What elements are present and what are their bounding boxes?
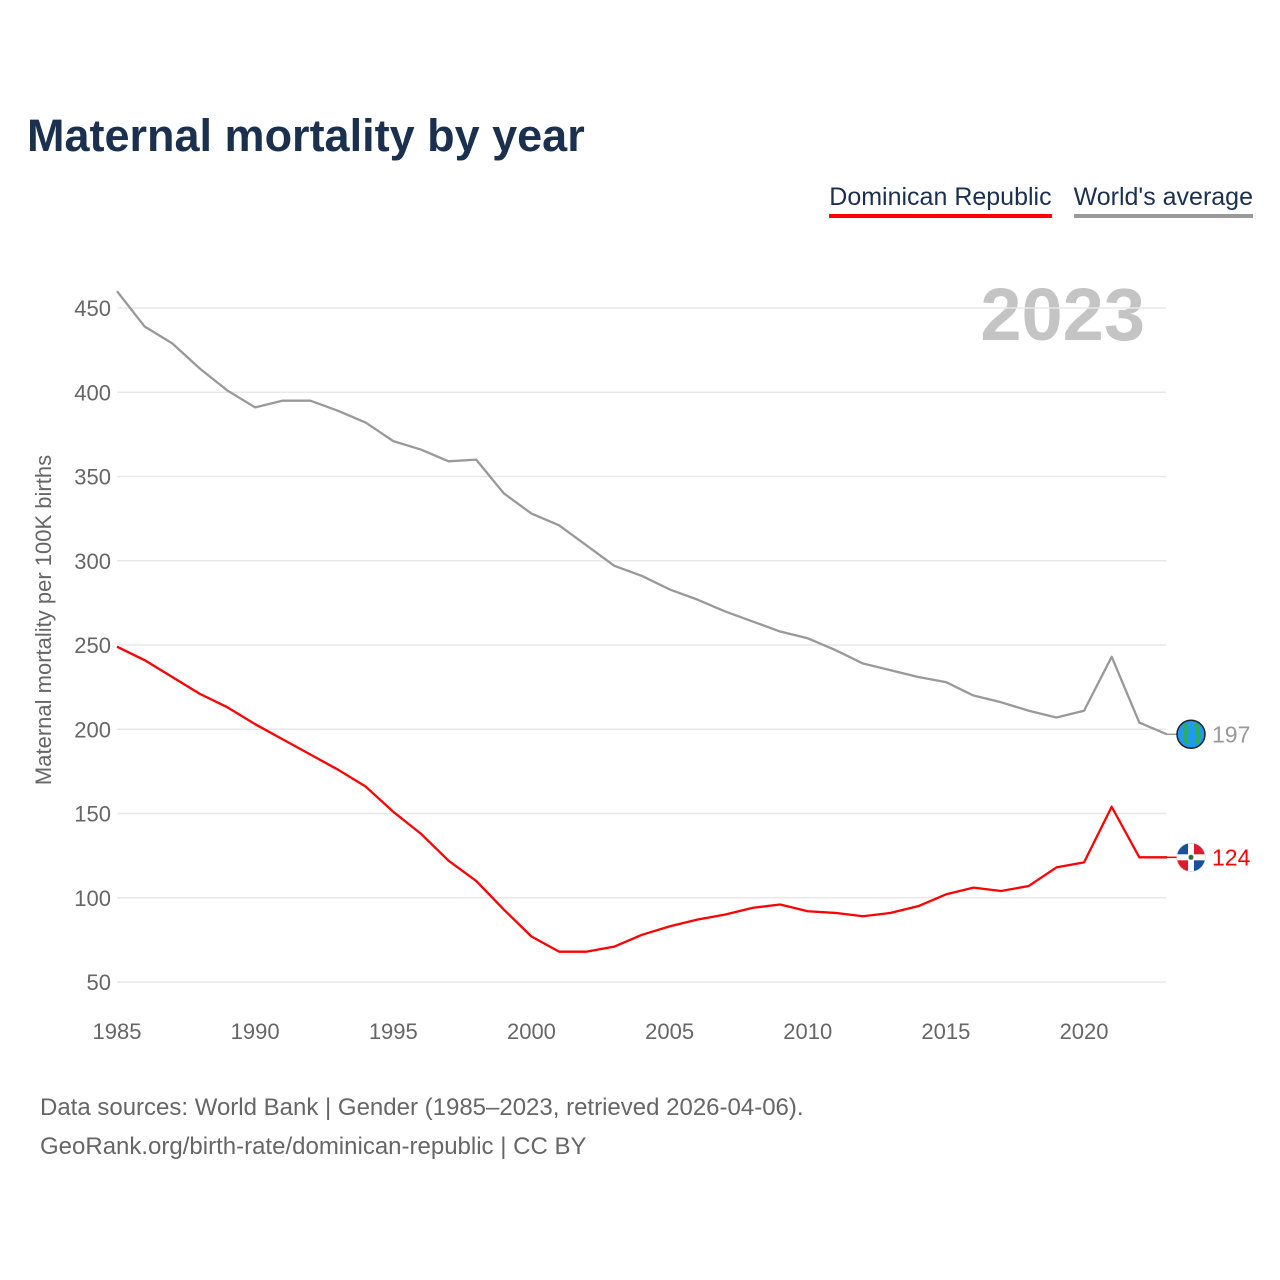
- y-tick-label: 300: [74, 549, 111, 574]
- series-line-dominican-republic: [116, 645, 1167, 953]
- globe-icon: [1176, 719, 1206, 750]
- y-tick-label: 150: [74, 802, 111, 827]
- flag-emblem: [1188, 854, 1194, 860]
- flag-quadrant: [1177, 843, 1191, 858]
- y-tick-label: 450: [74, 296, 111, 321]
- legend: Dominican Republic World's average: [829, 183, 1253, 218]
- chart-title: Maternal mortality by year: [27, 110, 585, 161]
- y-tick-label: 200: [74, 717, 111, 742]
- source-link[interactable]: GeoRank.org/birth-rate/dominican-republi…: [40, 1133, 587, 1160]
- year-watermark: 2023: [980, 273, 1145, 356]
- x-tick-label: 2020: [1060, 1019, 1109, 1044]
- flag-quadrant: [1191, 857, 1205, 872]
- x-tick-label: 1995: [369, 1019, 418, 1044]
- globe-icon-land: [1182, 721, 1201, 745]
- legend-item-world-average[interactable]: World's average: [1073, 183, 1253, 218]
- flag-quadrant: [1177, 857, 1191, 872]
- flag-quadrant: [1191, 843, 1205, 858]
- y-tick-label: 50: [87, 970, 111, 995]
- x-tick-label: 2010: [783, 1019, 832, 1044]
- x-tick-label: 2005: [645, 1019, 694, 1044]
- y-tick-label: 350: [74, 465, 111, 490]
- series-line-world-s-average: [116, 290, 1168, 736]
- x-tick-label: 2015: [921, 1019, 970, 1044]
- legend-item-dominican-republic[interactable]: Dominican Republic: [829, 183, 1052, 218]
- y-tick-label: 100: [74, 886, 111, 911]
- x-tick-label: 1990: [231, 1019, 280, 1044]
- y-axis-label: Maternal mortality per 100K births: [31, 455, 56, 785]
- end-value-label: 197: [1212, 721, 1250, 747]
- end-value-label: 124: [1212, 844, 1251, 870]
- source-line: Data sources: World Bank | Gender (1985–…: [40, 1094, 804, 1121]
- x-tick-label: 1985: [93, 1019, 142, 1044]
- y-tick-label: 400: [74, 380, 111, 405]
- x-tick-label: 2000: [507, 1019, 556, 1044]
- y-tick-label: 250: [74, 633, 111, 658]
- source-note: Data sources: World Bank | Gender (1985–…: [40, 1088, 804, 1166]
